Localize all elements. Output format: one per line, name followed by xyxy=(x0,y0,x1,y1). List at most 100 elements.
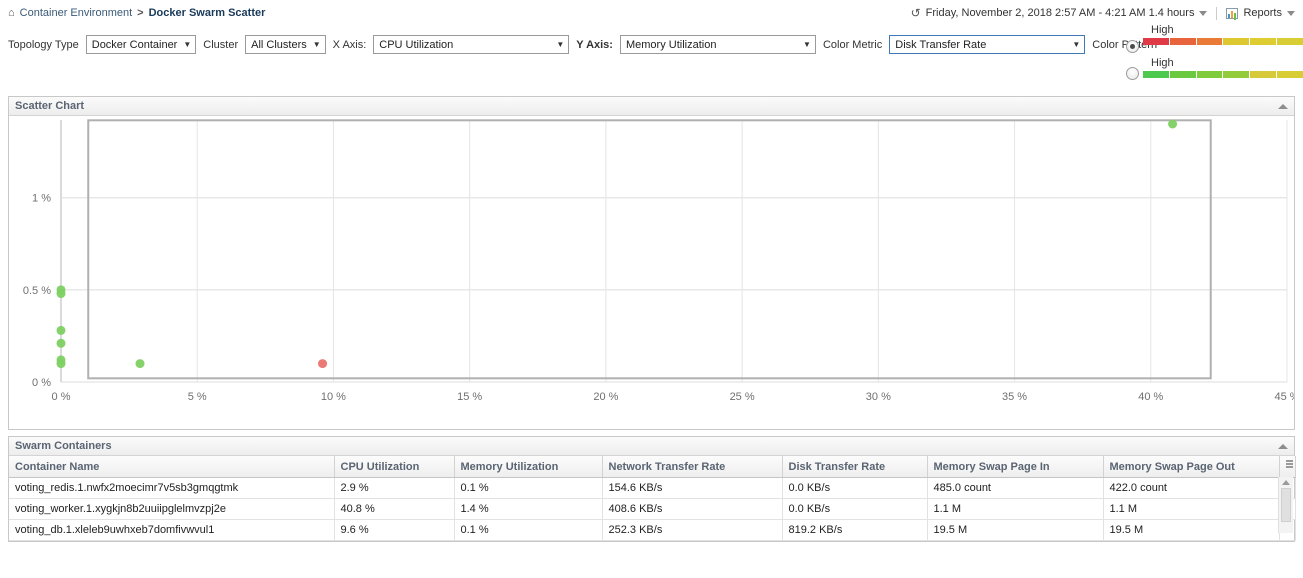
x-axis-tick-label: 35 % xyxy=(1002,391,1027,403)
x-axis-tick-label: 10 % xyxy=(321,391,346,403)
scatter-point[interactable] xyxy=(56,325,66,335)
reports-icon xyxy=(1226,7,1239,19)
color-pattern-radio-1[interactable] xyxy=(1125,40,1139,53)
table-row[interactable]: voting_redis.1.nwfx2moecimr7v5sb3gmqgtmk… xyxy=(9,477,1296,499)
color-pattern-2-segment xyxy=(1143,71,1169,78)
color-pattern-2-caption: High xyxy=(1151,57,1174,69)
collapse-arrow-icon[interactable] xyxy=(1278,443,1288,449)
color-pattern-group: High High xyxy=(1121,24,1303,90)
cell-memory-utilization: 1.4 % xyxy=(454,498,603,520)
reports-label: Reports xyxy=(1243,7,1282,19)
time-range-selector[interactable]: ↺ Friday, November 2, 2018 2:57 AM - 4:2… xyxy=(911,6,1208,20)
swarm-containers-table-wrap: Container Name CPU Utilization Memory Ut… xyxy=(9,456,1296,541)
cell-memory-swap-page-out: 1.1 M xyxy=(1103,498,1280,520)
x-axis-select[interactable]: CPU Utilization ▼ xyxy=(373,35,570,54)
column-header-memory-swap-page-in[interactable]: Memory Swap Page In xyxy=(927,456,1104,478)
chevron-down-icon: ▼ xyxy=(183,39,192,49)
scatter-chart-panel: Scatter Chart 0 % 0.5 % 1 % 0 % 5 % 10 % 15 % 2… xyxy=(8,96,1295,430)
breadcrumb-separator: > xyxy=(137,7,144,19)
y-axis-tick-label: 0 % xyxy=(32,377,51,389)
table-header-row: Container Name CPU Utilization Memory Ut… xyxy=(9,456,1296,478)
color-metric-value: Disk Transfer Rate xyxy=(895,38,987,51)
color-pattern-1-caption: High xyxy=(1151,24,1174,36)
color-pattern-1-segment xyxy=(1169,38,1196,45)
grid-menu-icon[interactable] xyxy=(1285,460,1295,470)
color-pattern-1-segment xyxy=(1143,38,1169,45)
x-axis-tick-label: 25 % xyxy=(730,391,755,403)
reports-menu[interactable]: Reports xyxy=(1226,7,1295,19)
x-axis-tick-label: 20 % xyxy=(593,391,618,403)
column-header-disk-transfer-rate[interactable]: Disk Transfer Rate xyxy=(782,456,928,478)
topology-type-select[interactable]: Docker Container ▼ xyxy=(85,35,197,54)
cell-memory-utilization: 0.1 % xyxy=(454,477,603,499)
color-pattern-label: Color Pattern xyxy=(1092,38,1158,51)
color-pattern-1-segment xyxy=(1223,38,1250,45)
color-pattern-1-gradient xyxy=(1143,38,1303,45)
cell-network-transfer-rate: 154.6 KB/s xyxy=(602,477,783,499)
breadcrumb-parent[interactable]: Container Environment xyxy=(19,7,133,19)
y-axis-select[interactable]: Memory Utilization ▼ xyxy=(619,35,816,54)
scatter-chart-header: Scatter Chart xyxy=(9,97,1294,116)
table-row[interactable]: voting_worker.1.xygkjn8b2uuiipglelmvzpj2… xyxy=(9,498,1296,520)
chevron-down-icon xyxy=(1287,10,1295,16)
color-pattern-option-2[interactable]: High xyxy=(1143,57,1303,90)
color-pattern-1-segment xyxy=(1277,38,1303,45)
color-pattern-radios xyxy=(1121,24,1143,80)
color-pattern-option-1[interactable]: High xyxy=(1143,24,1303,57)
cell-disk-transfer-rate: 0.0 KB/s xyxy=(782,477,928,499)
column-header-memory-utilization[interactable]: Memory Utilization xyxy=(454,456,603,478)
home-icon: ⌂ xyxy=(8,6,15,19)
column-header-memory-swap-page-out[interactable]: Memory Swap Page Out xyxy=(1103,456,1280,478)
scatter-point[interactable] xyxy=(135,359,145,369)
scatter-point[interactable] xyxy=(56,289,66,299)
chevron-down-icon: ▼ xyxy=(556,39,565,49)
column-header-network-transfer-rate[interactable]: Network Transfer Rate xyxy=(602,456,783,478)
cell-network-transfer-rate: 252.3 KB/s xyxy=(602,519,783,541)
column-header-cpu-utilization[interactable]: CPU Utilization xyxy=(334,456,455,478)
scatter-point[interactable] xyxy=(56,338,66,348)
y-axis-value: Memory Utilization xyxy=(625,38,717,51)
color-pattern-radio-2[interactable] xyxy=(1125,67,1139,80)
cluster-select[interactable]: All Clusters ▼ xyxy=(245,35,326,54)
scrollbar-thumb[interactable] xyxy=(1281,488,1291,522)
cell-memory-swap-page-in: 485.0 count xyxy=(927,477,1104,499)
scatter-point[interactable] xyxy=(1168,119,1178,129)
filter-controls: Topology Type Docker Container ▼ Cluster… xyxy=(8,32,1157,54)
chevron-down-icon xyxy=(1199,10,1208,16)
filter-toolbar: Topology Type Docker Container ▼ Cluster… xyxy=(0,22,1303,96)
x-axis-tick-label: 45 % xyxy=(1274,391,1294,403)
scatter-point[interactable] xyxy=(318,359,328,369)
x-axis-tick-label: 5 % xyxy=(188,391,207,403)
cell-container-name: voting_worker.1.xygkjn8b2uuiipglelmvzpj2… xyxy=(9,498,335,520)
table-row[interactable]: voting_db.1.xleleb9uwhxeb7domfivwvul1 9.6… xyxy=(9,519,1296,541)
clock-icon: ↺ xyxy=(910,6,921,20)
scatter-point[interactable] xyxy=(56,359,66,369)
color-pattern-2-gradient xyxy=(1143,71,1303,78)
cell-disk-transfer-rate: 0.0 KB/s xyxy=(782,498,928,520)
scroll-up-icon[interactable] xyxy=(1282,480,1290,485)
column-header-container-name[interactable]: Container Name xyxy=(9,456,335,478)
collapse-arrow-icon[interactable] xyxy=(1278,103,1288,109)
cell-cpu-utilization: 9.6 % xyxy=(334,519,455,541)
time-range-label: Friday, November 2, 2018 2:57 AM - 4:21 … xyxy=(925,7,1195,19)
grid-menu-header[interactable] xyxy=(1279,456,1296,478)
swarm-containers-table: Container Name CPU Utilization Memory Ut… xyxy=(9,456,1296,541)
cell-memory-swap-page-out: 19.5 M xyxy=(1103,519,1280,541)
scatter-chart-body[interactable]: 0 % 0.5 % 1 % 0 % 5 % 10 % 15 % 20 % 25 % 30 % 35 … xyxy=(9,116,1294,429)
scatter-plot[interactable]: 0 % 0.5 % 1 % 0 % 5 % 10 % 15 % 20 % 25 % 30 % 35 … xyxy=(9,116,1294,428)
color-pattern-2-segment xyxy=(1196,71,1223,78)
top-right-controls: ↺ Friday, November 2, 2018 2:57 AM - 4:2… xyxy=(911,6,1295,20)
table-vertical-scrollbar[interactable] xyxy=(1278,477,1293,533)
color-pattern-1-segment xyxy=(1196,38,1223,45)
y-axis-tick-label: 1 % xyxy=(32,193,51,205)
x-axis-label: X Axis: xyxy=(332,38,367,51)
cell-memory-swap-page-out: 422.0 count xyxy=(1103,477,1280,499)
color-metric-select[interactable]: Disk Transfer Rate ▼ xyxy=(889,35,1086,54)
cell-memory-utilization: 0.1 % xyxy=(454,519,603,541)
cell-memory-swap-page-in: 1.1 M xyxy=(927,498,1104,520)
x-axis-tick-label: 15 % xyxy=(457,391,482,403)
y-axis-tick-label: 0.5 % xyxy=(23,285,51,297)
chart-selection-box[interactable] xyxy=(87,119,1212,380)
cell-container-name: voting_redis.1.nwfx2moecimr7v5sb3gmqgtmk xyxy=(9,477,335,499)
x-axis-tick-label: 0 % xyxy=(52,391,71,403)
